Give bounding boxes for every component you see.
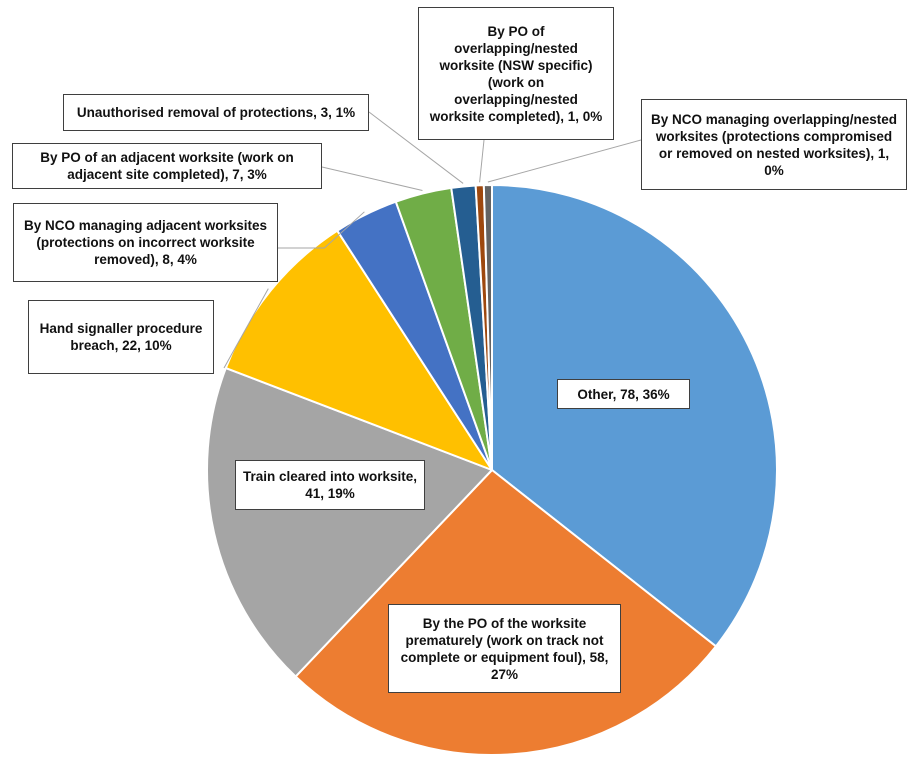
data-label-other: Other, 78, 36% [557,379,690,409]
leader-line-hand-signaller [223,288,269,369]
data-label-po-overlapping: By PO of overlapping/nested worksite (NS… [418,7,614,140]
data-label-nco-overlapping: By NCO managing overlapping/nested works… [641,99,907,190]
leader-line-unauthorised-removal [368,111,464,184]
leader-line-nco-overlapping [487,139,642,183]
data-label-train-cleared: Train cleared into worksite, 41, 19% [235,460,425,510]
data-label-unauthorised-removal: Unauthorised removal of protections, 3, … [63,94,369,131]
leader-line-nco-adjacent [278,211,365,249]
pie-slice-nco-overlapping [482,183,493,471]
pie-slice-train-cleared [206,367,493,678]
pie-slice-other [491,184,778,648]
leader-line-po-adjacent [321,166,423,192]
data-label-hand-signaller: Hand signaller procedure breach, 22, 10% [28,300,214,374]
data-label-nco-adjacent: By NCO managing adjacent worksites (prot… [13,203,278,282]
leader-line-po-overlapping [479,139,485,183]
data-label-po-worksite-prematurely: By the PO of the worksite prematurely (w… [388,604,621,693]
data-label-po-adjacent: By PO of an adjacent worksite (work on a… [12,143,322,189]
